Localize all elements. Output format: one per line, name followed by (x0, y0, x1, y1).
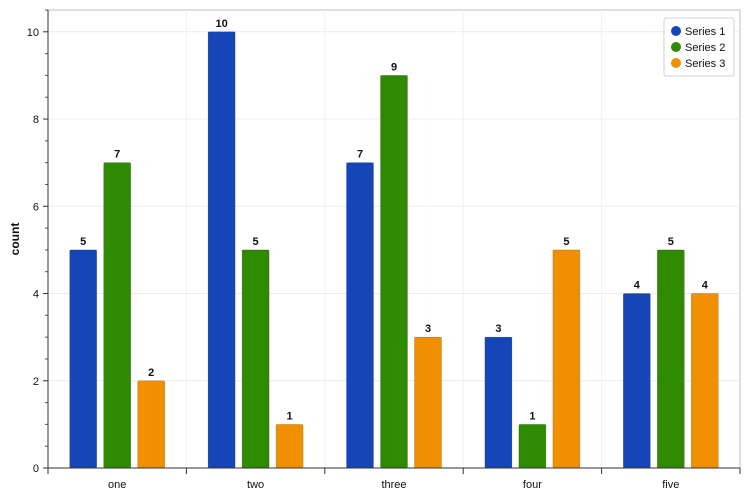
bar[interactable] (690, 293, 719, 469)
data-label: 1 (287, 410, 293, 422)
data-label: 1 (529, 410, 535, 422)
y-tick-label: 0 (33, 463, 39, 475)
bar[interactable] (346, 162, 374, 469)
bar[interactable] (484, 336, 513, 469)
legend-label[interactable]: Series 2 (685, 42, 725, 54)
y-tick-label: 10 (27, 27, 39, 39)
data-label: 10 (215, 18, 227, 30)
legend-swatch[interactable] (671, 42, 681, 52)
bar[interactable] (552, 249, 581, 469)
bar[interactable] (137, 380, 165, 469)
legend-box (663, 17, 735, 77)
bar[interactable] (207, 31, 236, 469)
data-label: 7 (114, 149, 120, 161)
x-tick-label: one (108, 479, 126, 491)
data-label: 3 (425, 323, 431, 335)
data-label: 3 (495, 323, 501, 335)
bar[interactable] (241, 249, 270, 469)
y-tick-label: 2 (33, 376, 39, 388)
legend-swatch[interactable] (671, 26, 681, 36)
x-tick-label: three (381, 479, 406, 491)
bar[interactable] (275, 424, 304, 469)
legend-swatch[interactable] (671, 58, 681, 68)
data-label: 9 (391, 61, 397, 73)
data-label: 5 (563, 236, 569, 248)
bars (69, 31, 719, 469)
bar[interactable] (518, 424, 547, 469)
bar[interactable] (380, 75, 408, 469)
data-label: 5 (80, 236, 86, 248)
x-tick-label: five (662, 479, 679, 491)
data-label: 2 (148, 367, 154, 379)
legend[interactable]: Series 1 Series 2 Series 3 (663, 17, 735, 77)
data-labels: 5 7 2 10 5 1 7 9 3 3 1 5 4 5 4 (80, 18, 709, 423)
data-label: 7 (357, 149, 363, 161)
legend-label[interactable]: Series 1 (685, 26, 725, 38)
x-axis: one two three four five (47, 467, 741, 491)
bar[interactable] (414, 336, 442, 469)
bar[interactable] (69, 249, 97, 469)
y-tick-label: 6 (33, 201, 39, 213)
data-label: 4 (634, 280, 641, 292)
bar[interactable] (103, 162, 131, 469)
bar[interactable] (656, 249, 685, 469)
legend-label[interactable]: Series 3 (685, 58, 725, 70)
y-tick-label: 8 (33, 114, 39, 126)
data-label: 4 (702, 280, 709, 292)
x-tick-label: four (523, 479, 542, 491)
y-tick-label: 4 (33, 289, 39, 301)
data-label: 5 (668, 236, 674, 248)
x-tick-label: two (247, 479, 264, 491)
y-axis: 0 2 4 6 8 10 (27, 9, 49, 475)
y-axis-title: count (8, 223, 22, 256)
data-label: 5 (253, 236, 259, 248)
bar[interactable] (622, 293, 651, 469)
